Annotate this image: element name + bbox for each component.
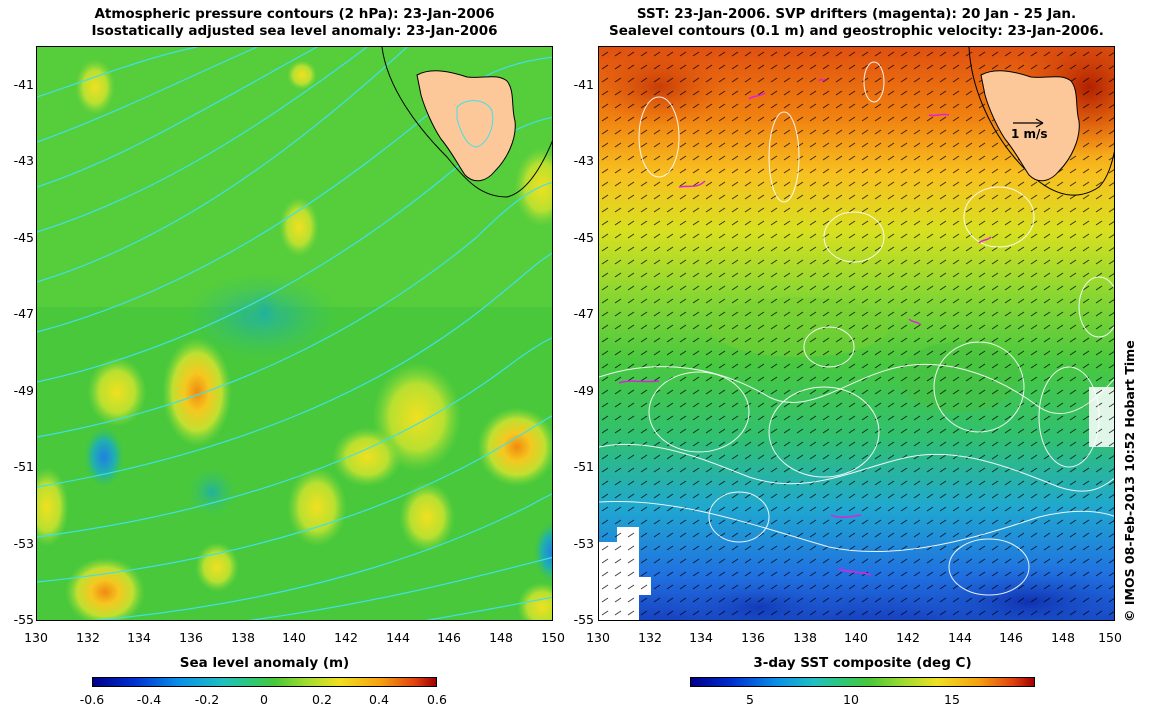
right-x-tick: 136 [741, 630, 765, 645]
right-colorbar-tick: 10 [843, 692, 859, 707]
right-y-tick: -41 [573, 77, 594, 92]
right-x-tick: 146 [999, 630, 1023, 645]
right-x-tick: 140 [844, 630, 868, 645]
left-colorbar-label: Sea level anomaly (m) [179, 655, 350, 671]
right-x-tick: 134 [689, 630, 713, 645]
left-title-line2: Isostatically adjusted sea level anomaly… [91, 23, 498, 39]
right-x-tick: 148 [1051, 630, 1075, 645]
right-x-tick: 132 [638, 630, 662, 645]
left-y-tick: -47 [13, 306, 34, 321]
left-y-tick: -55 [13, 612, 34, 627]
sealevel-contours [599, 61, 1114, 596]
left-x-tick: 138 [231, 630, 255, 645]
svp-drifter-tracks [618, 78, 992, 576]
left-x-tick: 150 [541, 630, 565, 645]
right-y-tick: -49 [573, 383, 594, 398]
right-x-tick: 144 [948, 630, 972, 645]
right-y-tick: -51 [573, 459, 594, 474]
tasmania-landmass [980, 70, 1080, 182]
left-x-tick: 146 [437, 630, 461, 645]
left-colorbar-tick: 0 [260, 692, 268, 707]
left-colorbar-tick: -0.4 [136, 692, 162, 707]
left-y-tick: -43 [13, 153, 34, 168]
copyright-notice: © IMOS 08-Feb-2013 10:52 Hobart Time [1122, 340, 1137, 622]
left-x-tick: 148 [489, 630, 513, 645]
right-x-tick: 142 [896, 630, 920, 645]
right-y-tick: -47 [573, 306, 594, 321]
left-y-tick: -49 [13, 383, 34, 398]
left-x-tick: 140 [282, 630, 306, 645]
right-colorbar-tick: 15 [944, 692, 960, 707]
right-title-line1: SST: 23-Jan-2006. SVP drifters (magenta)… [636, 6, 1077, 22]
right-y-tick: -55 [573, 612, 594, 627]
right-y-tick: -53 [573, 536, 594, 551]
left-x-tick: 144 [386, 630, 410, 645]
pressure-contours [37, 47, 552, 620]
sst-map: 1 m/s [598, 46, 1115, 621]
left-y-tick: -53 [13, 536, 34, 551]
left-x-tick: 130 [24, 630, 48, 645]
right-y-tick: -45 [573, 230, 594, 245]
left-y-tick: -45 [13, 230, 34, 245]
left-y-tick: -41 [13, 77, 34, 92]
sst-colorbar [690, 677, 1035, 687]
velocity-scale-arrow [1013, 118, 1044, 128]
sst-field [599, 47, 1114, 620]
right-y-tick: -43 [573, 153, 594, 168]
right-title-line2: Sealevel contours (0.1 m) and geostrophi… [609, 23, 1104, 39]
left-x-tick: 142 [334, 630, 358, 645]
velocity-scale-label: 1 m/s [1011, 127, 1048, 141]
left-x-tick: 136 [179, 630, 203, 645]
left-colorbar-tick: 0.4 [369, 692, 389, 707]
right-x-tick: 130 [586, 630, 610, 645]
sea-level-colorbar [92, 677, 437, 687]
right-x-tick: 138 [793, 630, 817, 645]
tasmania-landmass [416, 70, 516, 182]
left-x-tick: 134 [127, 630, 151, 645]
left-colorbar-tick: 0.6 [427, 692, 447, 707]
left-colorbar-tick: 0.2 [312, 692, 332, 707]
left-y-tick: -51 [13, 459, 34, 474]
right-colorbar-label: 3-day SST composite (deg C) [753, 655, 972, 671]
sea-level-anomaly-map [36, 46, 553, 621]
left-colorbar-tick: -0.6 [79, 692, 105, 707]
left-colorbar-tick: -0.2 [194, 692, 220, 707]
left-x-tick: 132 [76, 630, 100, 645]
left-title-line1: Atmospheric pressure contours (2 hPa): 2… [94, 6, 495, 22]
right-colorbar-tick: 5 [746, 692, 754, 707]
sea-level-anomaly-field [37, 47, 552, 620]
right-x-tick: 150 [1098, 630, 1122, 645]
